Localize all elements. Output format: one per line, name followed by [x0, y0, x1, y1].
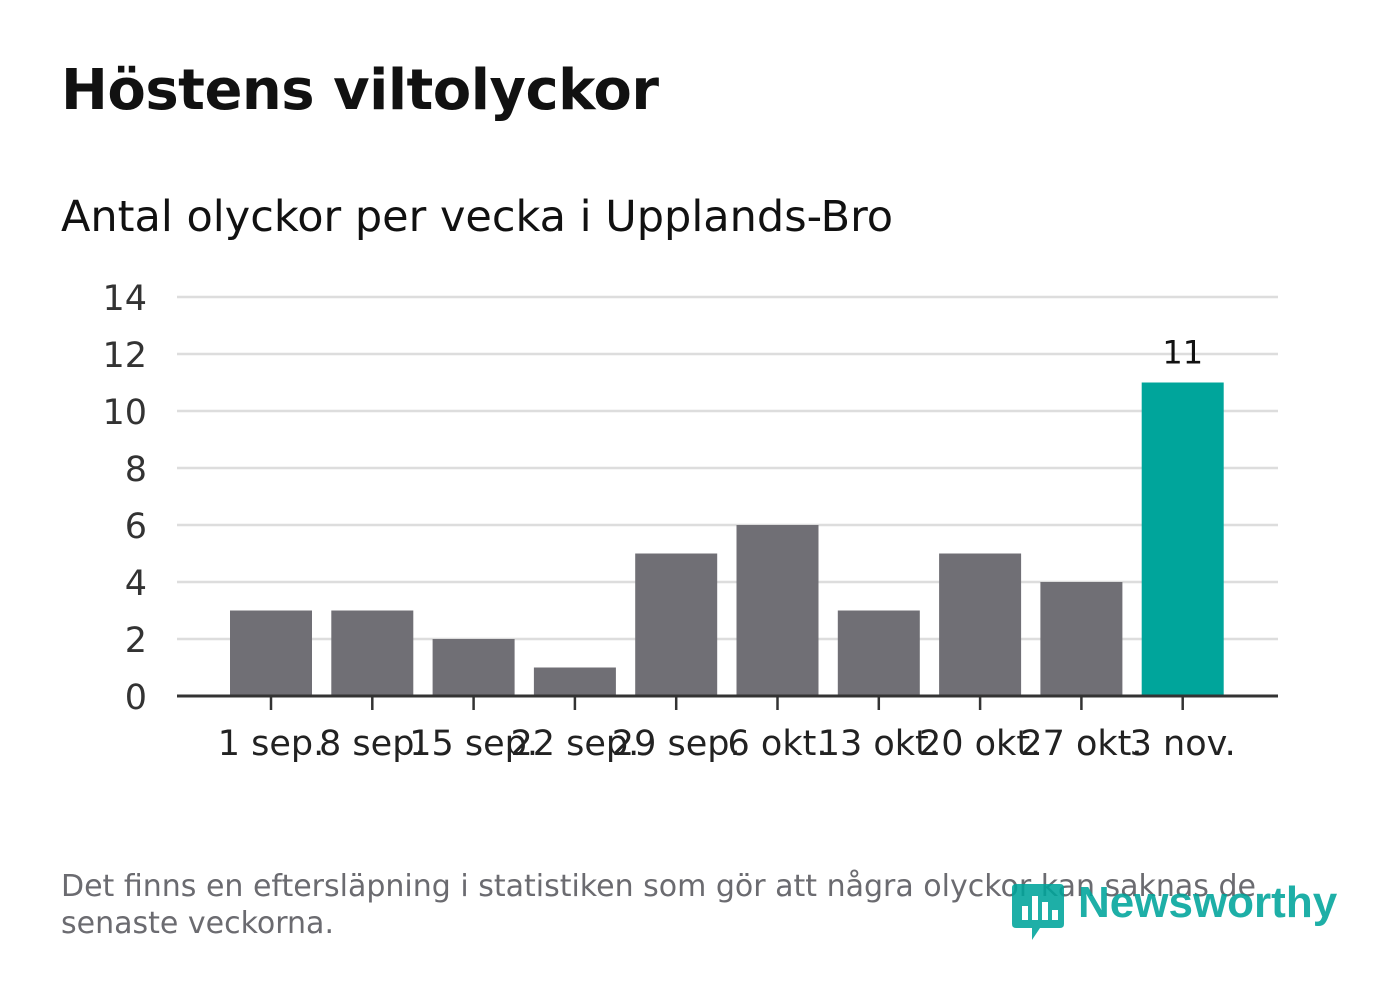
y-axis-ticks: 0 2 4 6 8 10 12 14	[102, 279, 147, 718]
y-tick-label: 12	[102, 336, 147, 376]
newsworthy-logo-icon	[1012, 884, 1064, 940]
y-tick-label: 2	[125, 621, 147, 661]
bar-4	[533, 667, 616, 696]
bar-10	[1141, 382, 1224, 696]
y-tick-label: 0	[125, 678, 147, 718]
bars	[230, 382, 1224, 696]
y-tick-label: 14	[102, 279, 147, 319]
x-tick-label: 29 sep.	[612, 724, 741, 764]
x-tick-label: 15 sep.	[409, 724, 538, 764]
y-tick-label: 10	[102, 393, 147, 433]
y-tick-label: 4	[125, 564, 147, 604]
data-labels: 11	[1162, 334, 1203, 372]
bar-3	[432, 639, 515, 696]
x-tick-label: 27 okt.	[1020, 724, 1142, 764]
chart-subtitle: Antal olyckor per vecka i Upplands-Bro	[61, 192, 894, 242]
bar-9	[1040, 582, 1123, 696]
newsworthy-logo-text: Newsworthy	[1078, 878, 1338, 927]
bar-5	[635, 553, 718, 696]
y-tick-label: 8	[125, 450, 147, 490]
bar-8	[939, 553, 1022, 696]
newsworthy-logo: Newsworthy	[1010, 876, 1337, 946]
bar-2	[331, 610, 414, 696]
data-label: 11	[1162, 334, 1203, 372]
x-axis-ticks: 1 sep.8 sep.15 sep.22 sep.29 sep.6 okt.1…	[218, 696, 1236, 764]
bar-7	[837, 610, 920, 696]
x-tick-label: 1 sep.	[218, 724, 325, 764]
x-tick-label: 13 okt.	[818, 724, 940, 764]
x-tick-label: 20 okt.	[919, 724, 1041, 764]
bar-6	[736, 525, 819, 696]
x-tick-label: 22 sep.	[511, 724, 640, 764]
x-tick-label: 8 sep.	[319, 724, 426, 764]
x-tick-label: 3 nov.	[1130, 724, 1236, 764]
x-tick-label: 6 okt.	[728, 724, 828, 764]
bar-1	[230, 610, 312, 696]
y-tick-label: 6	[125, 507, 147, 547]
chart-title: Höstens viltolyckor	[61, 58, 659, 123]
